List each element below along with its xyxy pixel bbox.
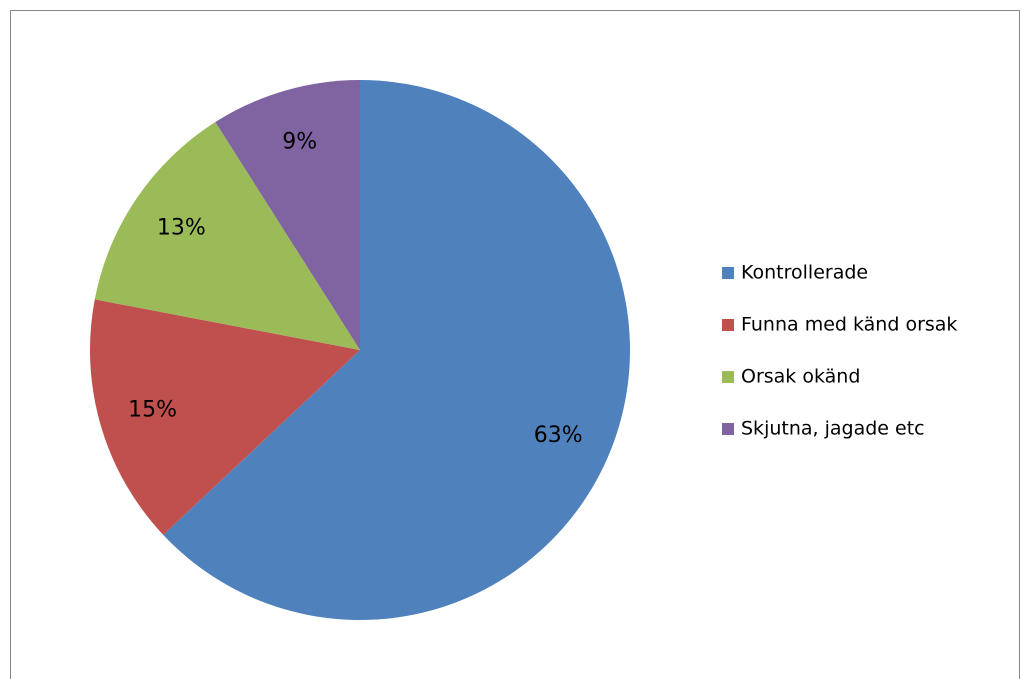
pie-slice bbox=[215, 80, 360, 350]
pie-slice bbox=[163, 80, 630, 620]
data-label: 15% bbox=[128, 397, 177, 422]
legend-label: Orsak okänd bbox=[741, 366, 860, 388]
legend-swatch bbox=[722, 319, 734, 331]
data-label: 63% bbox=[534, 423, 583, 448]
legend-swatch bbox=[722, 423, 734, 435]
legend-swatch bbox=[722, 371, 734, 383]
data-label: 13% bbox=[157, 216, 206, 241]
legend-swatch bbox=[722, 267, 734, 279]
legend-label: Skjutna, jagade etc bbox=[741, 418, 925, 440]
legend-label: Kontrollerade bbox=[741, 262, 868, 284]
pie-slice bbox=[89, 299, 360, 535]
data-label: 9% bbox=[282, 130, 317, 155]
legend-label: Funna med känd orsak bbox=[741, 314, 957, 336]
pie-slice bbox=[94, 122, 360, 350]
